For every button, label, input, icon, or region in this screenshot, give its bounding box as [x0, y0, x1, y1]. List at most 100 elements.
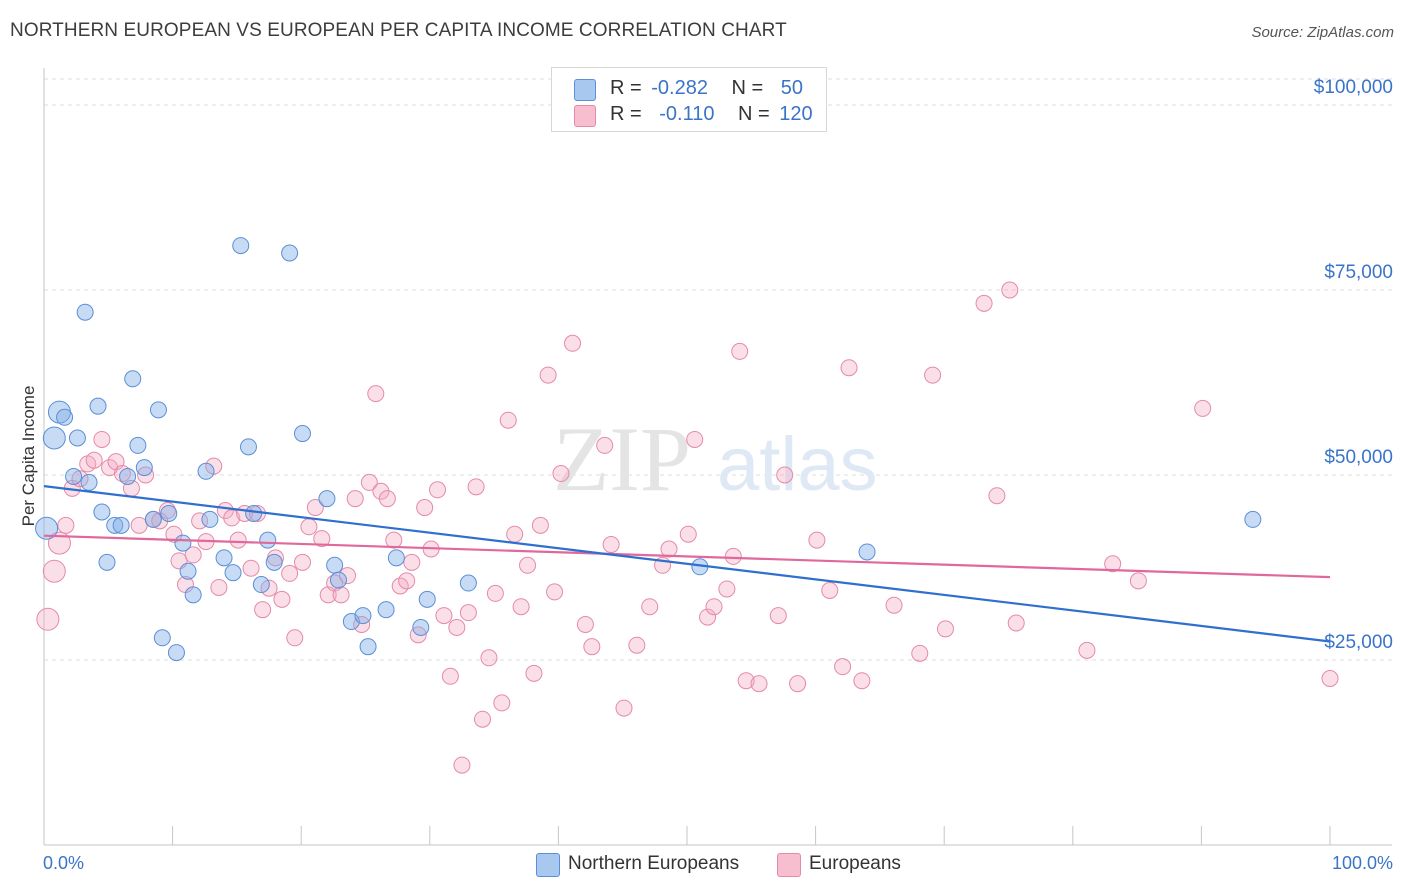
data-point: [546, 583, 564, 601]
data-point: [412, 618, 430, 636]
axis-labels: 0.0% 100.0% Per Capita Income $25,000 $50…: [19, 77, 1393, 873]
data-point: [1078, 641, 1096, 659]
data-point: [300, 518, 318, 536]
data-point: [686, 430, 704, 448]
data-point: [197, 462, 215, 480]
data-point: [85, 451, 103, 469]
data-point: [306, 499, 324, 517]
data-point: [239, 438, 257, 456]
data-point: [184, 546, 202, 564]
data-point: [35, 516, 59, 540]
data-point: [493, 694, 511, 712]
data-point: [80, 473, 98, 491]
data-point: [71, 470, 89, 488]
data-point: [821, 581, 839, 599]
data-point: [210, 578, 228, 596]
data-point: [68, 429, 86, 447]
trend-line-europeans: [43, 534, 1331, 579]
data-point: [387, 549, 405, 567]
data-point: [737, 672, 755, 690]
data-point: [281, 244, 299, 262]
data-point: [89, 397, 107, 415]
data-point: [353, 615, 371, 633]
data-point: [42, 426, 66, 450]
bottom-legend-label: Northern Europeans: [568, 853, 740, 874]
data-point: [519, 556, 537, 574]
data-point: [286, 629, 304, 647]
data-point: [911, 644, 929, 662]
data-point: [293, 425, 311, 443]
data-point: [367, 385, 385, 403]
data-point: [435, 607, 453, 625]
data-point: [628, 636, 646, 654]
data-point: [106, 516, 124, 534]
data-point: [924, 366, 942, 384]
data-point: [129, 436, 147, 454]
data-point: [57, 516, 75, 534]
data-point: [1001, 281, 1019, 299]
data-point: [201, 510, 219, 528]
watermark-zip: ZIP: [553, 408, 691, 510]
data-point: [705, 598, 723, 616]
x-tick-label-max: 100.0%: [1332, 853, 1393, 873]
data-point: [858, 543, 876, 561]
legend-swatch-pink: [574, 105, 596, 127]
data-point: [416, 499, 434, 517]
y-axis-title: Per Capita Income: [19, 386, 38, 527]
legend-n-value: 50: [780, 77, 804, 99]
data-point: [338, 567, 356, 585]
axis-layer: [43, 68, 1392, 846]
data-point: [158, 502, 176, 520]
data-point: [36, 607, 60, 631]
data-point: [259, 531, 277, 549]
data-point: [42, 559, 66, 583]
data-point: [385, 531, 403, 549]
data-point: [174, 534, 192, 552]
data-point: [56, 408, 74, 426]
data-point: [602, 536, 620, 554]
data-point: [731, 342, 749, 360]
data-point: [232, 237, 250, 255]
data-point: [224, 564, 242, 582]
data-point: [474, 710, 492, 728]
data-point: [93, 503, 111, 521]
data-point: [1104, 555, 1122, 573]
watermark-atlas: atlas: [717, 422, 878, 507]
data-point: [499, 411, 517, 429]
data-point: [245, 504, 263, 522]
data-point: [184, 586, 202, 604]
data-point: [149, 401, 167, 419]
data-point: [975, 294, 993, 312]
data-point: [98, 553, 116, 571]
data-point: [459, 574, 477, 592]
data-point: [834, 658, 852, 676]
data-point: [641, 598, 659, 616]
data-point: [113, 465, 131, 483]
bottom-legend-swatch-blue: [536, 853, 560, 877]
data-point: [840, 359, 858, 377]
data-point: [1321, 670, 1339, 687]
data-point: [165, 525, 183, 543]
data-point: [332, 586, 350, 604]
data-point: [359, 638, 377, 656]
data-point: [885, 596, 903, 614]
data-point: [512, 598, 530, 616]
data-point: [776, 466, 794, 484]
chart-title: NORTHERN EUROPEAN VS EUROPEAN PER CAPITA…: [10, 20, 787, 41]
data-point: [506, 525, 524, 543]
data-point: [265, 553, 283, 571]
data-point: [1194, 399, 1212, 417]
data-point: [119, 467, 137, 485]
data-point: [486, 584, 504, 602]
data-point: [448, 618, 466, 636]
data-point: [153, 629, 171, 647]
data-point: [167, 644, 185, 662]
data-point: [179, 562, 197, 580]
data-point: [346, 490, 364, 508]
y-tick-label: $75,000: [1324, 262, 1393, 283]
legend-swatch-blue: [574, 79, 596, 101]
data-point: [576, 615, 594, 633]
data-point: [360, 473, 378, 491]
data-point: [789, 675, 807, 693]
